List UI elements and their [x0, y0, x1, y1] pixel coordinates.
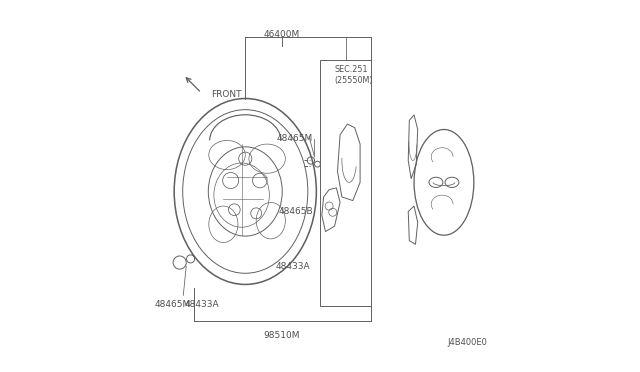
Text: 48465B: 48465B: [279, 207, 314, 216]
Bar: [320, 60, 371, 306]
Text: 98510M: 98510M: [264, 331, 300, 340]
Text: 48465M: 48465M: [154, 300, 191, 309]
Text: SEC.251
(25550M): SEC.251 (25550M): [335, 65, 373, 84]
Text: 46400M: 46400M: [264, 30, 300, 39]
Text: 48465M: 48465M: [276, 134, 312, 143]
Text: 48433A: 48433A: [275, 262, 310, 271]
Text: FRONT: FRONT: [211, 90, 241, 99]
Text: 48433A: 48433A: [184, 300, 219, 309]
Text: J4B400E0: J4B400E0: [448, 338, 488, 347]
